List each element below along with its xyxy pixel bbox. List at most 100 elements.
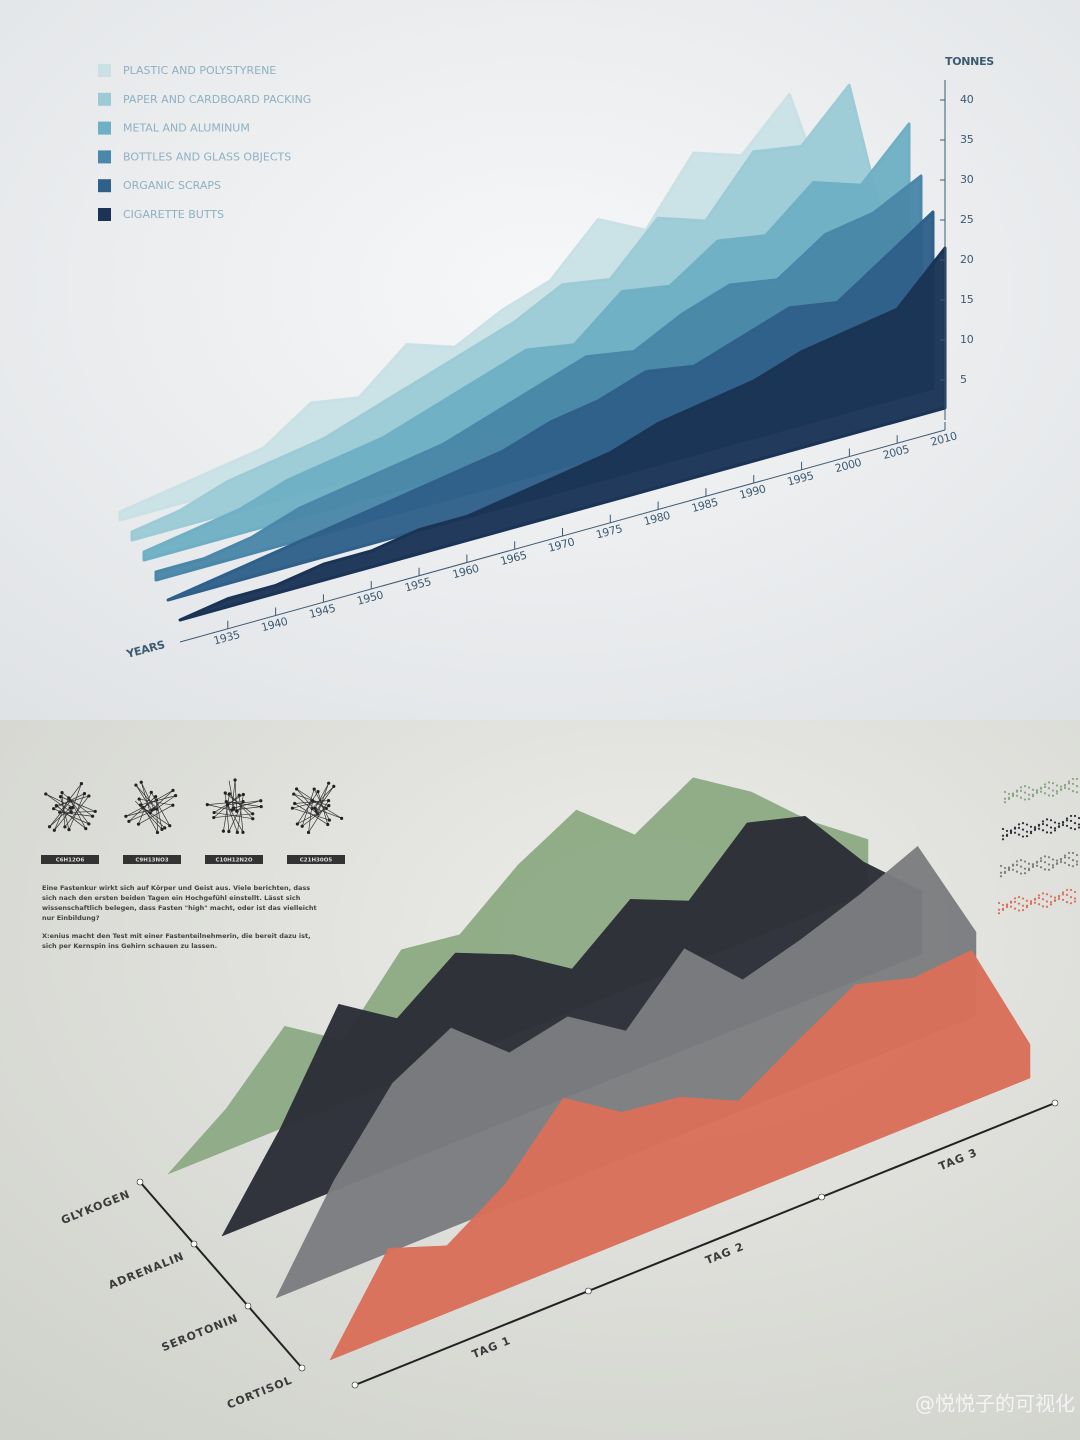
molecule-tag (287, 855, 345, 864)
dot-ribbon (1069, 827, 1073, 830)
dot-ribbon (1047, 794, 1051, 797)
dot-ribbon (1049, 903, 1053, 906)
molecule-bond (234, 780, 238, 812)
legend-swatch (98, 64, 111, 77)
dot-ribbon (1075, 777, 1079, 781)
dot-ribbon (999, 864, 1003, 868)
molecule-bond (238, 795, 244, 833)
molecule-atom (67, 828, 71, 832)
dot-ribbon (1047, 856, 1051, 859)
molecule-atom (327, 781, 331, 785)
molecule-atom (52, 807, 56, 811)
dot-ribbon (1069, 888, 1073, 892)
molecule-tag (205, 855, 263, 864)
molecule-bond (207, 804, 237, 812)
dot-ribbon (1019, 859, 1023, 862)
depth-dot (136, 1178, 144, 1186)
description-line: sich per Kernspin ins Gehirn schauen zu … (42, 942, 217, 950)
dot-ribbon (1023, 867, 1027, 870)
molecule-atom (326, 822, 330, 827)
molecule-atom (251, 812, 255, 816)
molecule-atom (84, 826, 88, 831)
molecule-atom (171, 803, 175, 807)
dot-ribbon (1001, 908, 1005, 912)
dot-ribbon (1035, 864, 1039, 867)
molecule-bond (297, 791, 319, 825)
dot-ribbon (1069, 895, 1073, 899)
dot-ribbon (1055, 784, 1059, 787)
molecule-atom (227, 792, 232, 796)
molecule-atom (60, 791, 64, 795)
depth-dot (244, 1302, 252, 1310)
dot-ribbon (1001, 834, 1005, 837)
dot-ribbon (1037, 903, 1041, 906)
dot-ribbon (1017, 896, 1021, 899)
molecule-atom (93, 809, 97, 814)
molecule-atom (251, 817, 255, 821)
molecule-bond (61, 792, 93, 817)
molecule-atom (316, 789, 320, 794)
molecule-atom (326, 798, 331, 803)
molecule-bond (138, 804, 174, 825)
molecule-atom (154, 794, 158, 799)
molecule-atom (124, 814, 128, 818)
depth-dot (190, 1240, 198, 1248)
dot-ribbon (1025, 899, 1029, 902)
molecule-bond (296, 788, 317, 812)
molecule-atom (237, 793, 241, 797)
molecule-bond (60, 796, 70, 830)
dot-ribbon (1027, 869, 1031, 872)
molecule-atom (212, 815, 216, 820)
dot-ribbon (1073, 821, 1077, 825)
dot-ribbon (1015, 790, 1019, 793)
dot-ribbon (1003, 866, 1007, 870)
dot-ribbon (1071, 782, 1075, 785)
molecule-bond (140, 782, 151, 813)
dot-ribbon (1011, 868, 1015, 871)
dot-ribbon (1021, 835, 1025, 838)
legend-swatch (98, 208, 111, 221)
dot-ribbon (1025, 906, 1029, 909)
dot-ribbon (1051, 864, 1055, 867)
molecule-bond (125, 808, 154, 817)
molecule-atom (226, 803, 230, 807)
dot-ribbon (1009, 831, 1013, 835)
dot-ribbon (1059, 785, 1063, 788)
dot-ribbon (999, 871, 1003, 874)
dot-ribbon (1075, 860, 1079, 863)
dot-ribbon (1027, 786, 1031, 789)
dot-ribbon (1065, 893, 1069, 896)
legend-label: METAL AND ALUMINUM (123, 122, 250, 135)
dot-ribbon (1055, 790, 1059, 793)
dot-ribbon (1031, 788, 1035, 791)
molecule-atom (160, 827, 164, 831)
dot-ribbon (1021, 904, 1025, 907)
dot-ribbon (1037, 827, 1041, 830)
dot-ribbon (1065, 817, 1069, 820)
dot-ribbon (1033, 828, 1037, 831)
dot-ribbon (1021, 897, 1025, 900)
dot-ribbon (1035, 791, 1039, 794)
dot-ribbon (1015, 860, 1019, 863)
dot-ribbon (1045, 818, 1049, 821)
molecule-label: C6H12O6 (56, 858, 85, 864)
ridge-area (275, 846, 977, 1299)
molecule-bond (315, 786, 335, 812)
dot-ribbon (1053, 827, 1057, 830)
dot-ribbon (1025, 835, 1029, 838)
molecule-atom (71, 805, 75, 809)
dot-ribbon (1037, 894, 1041, 897)
dot-ribbon (1005, 829, 1009, 833)
charts: PLASTIC AND POLYSTYRENE PAPER AND CARDBOA… (41, 55, 1080, 1412)
dot-ribbon (1031, 795, 1035, 798)
dot-ribbon (1055, 862, 1059, 866)
molecule-bond (311, 786, 335, 809)
legend-swatch (98, 150, 111, 164)
molecule-atom (295, 787, 299, 791)
dot-ribbon (1065, 824, 1069, 827)
dot-ribbon (1067, 787, 1071, 790)
dot-ribbon (1049, 831, 1053, 834)
molecule-atom (293, 801, 297, 806)
molecule-atom (241, 792, 245, 797)
molecule-atom (205, 803, 209, 807)
